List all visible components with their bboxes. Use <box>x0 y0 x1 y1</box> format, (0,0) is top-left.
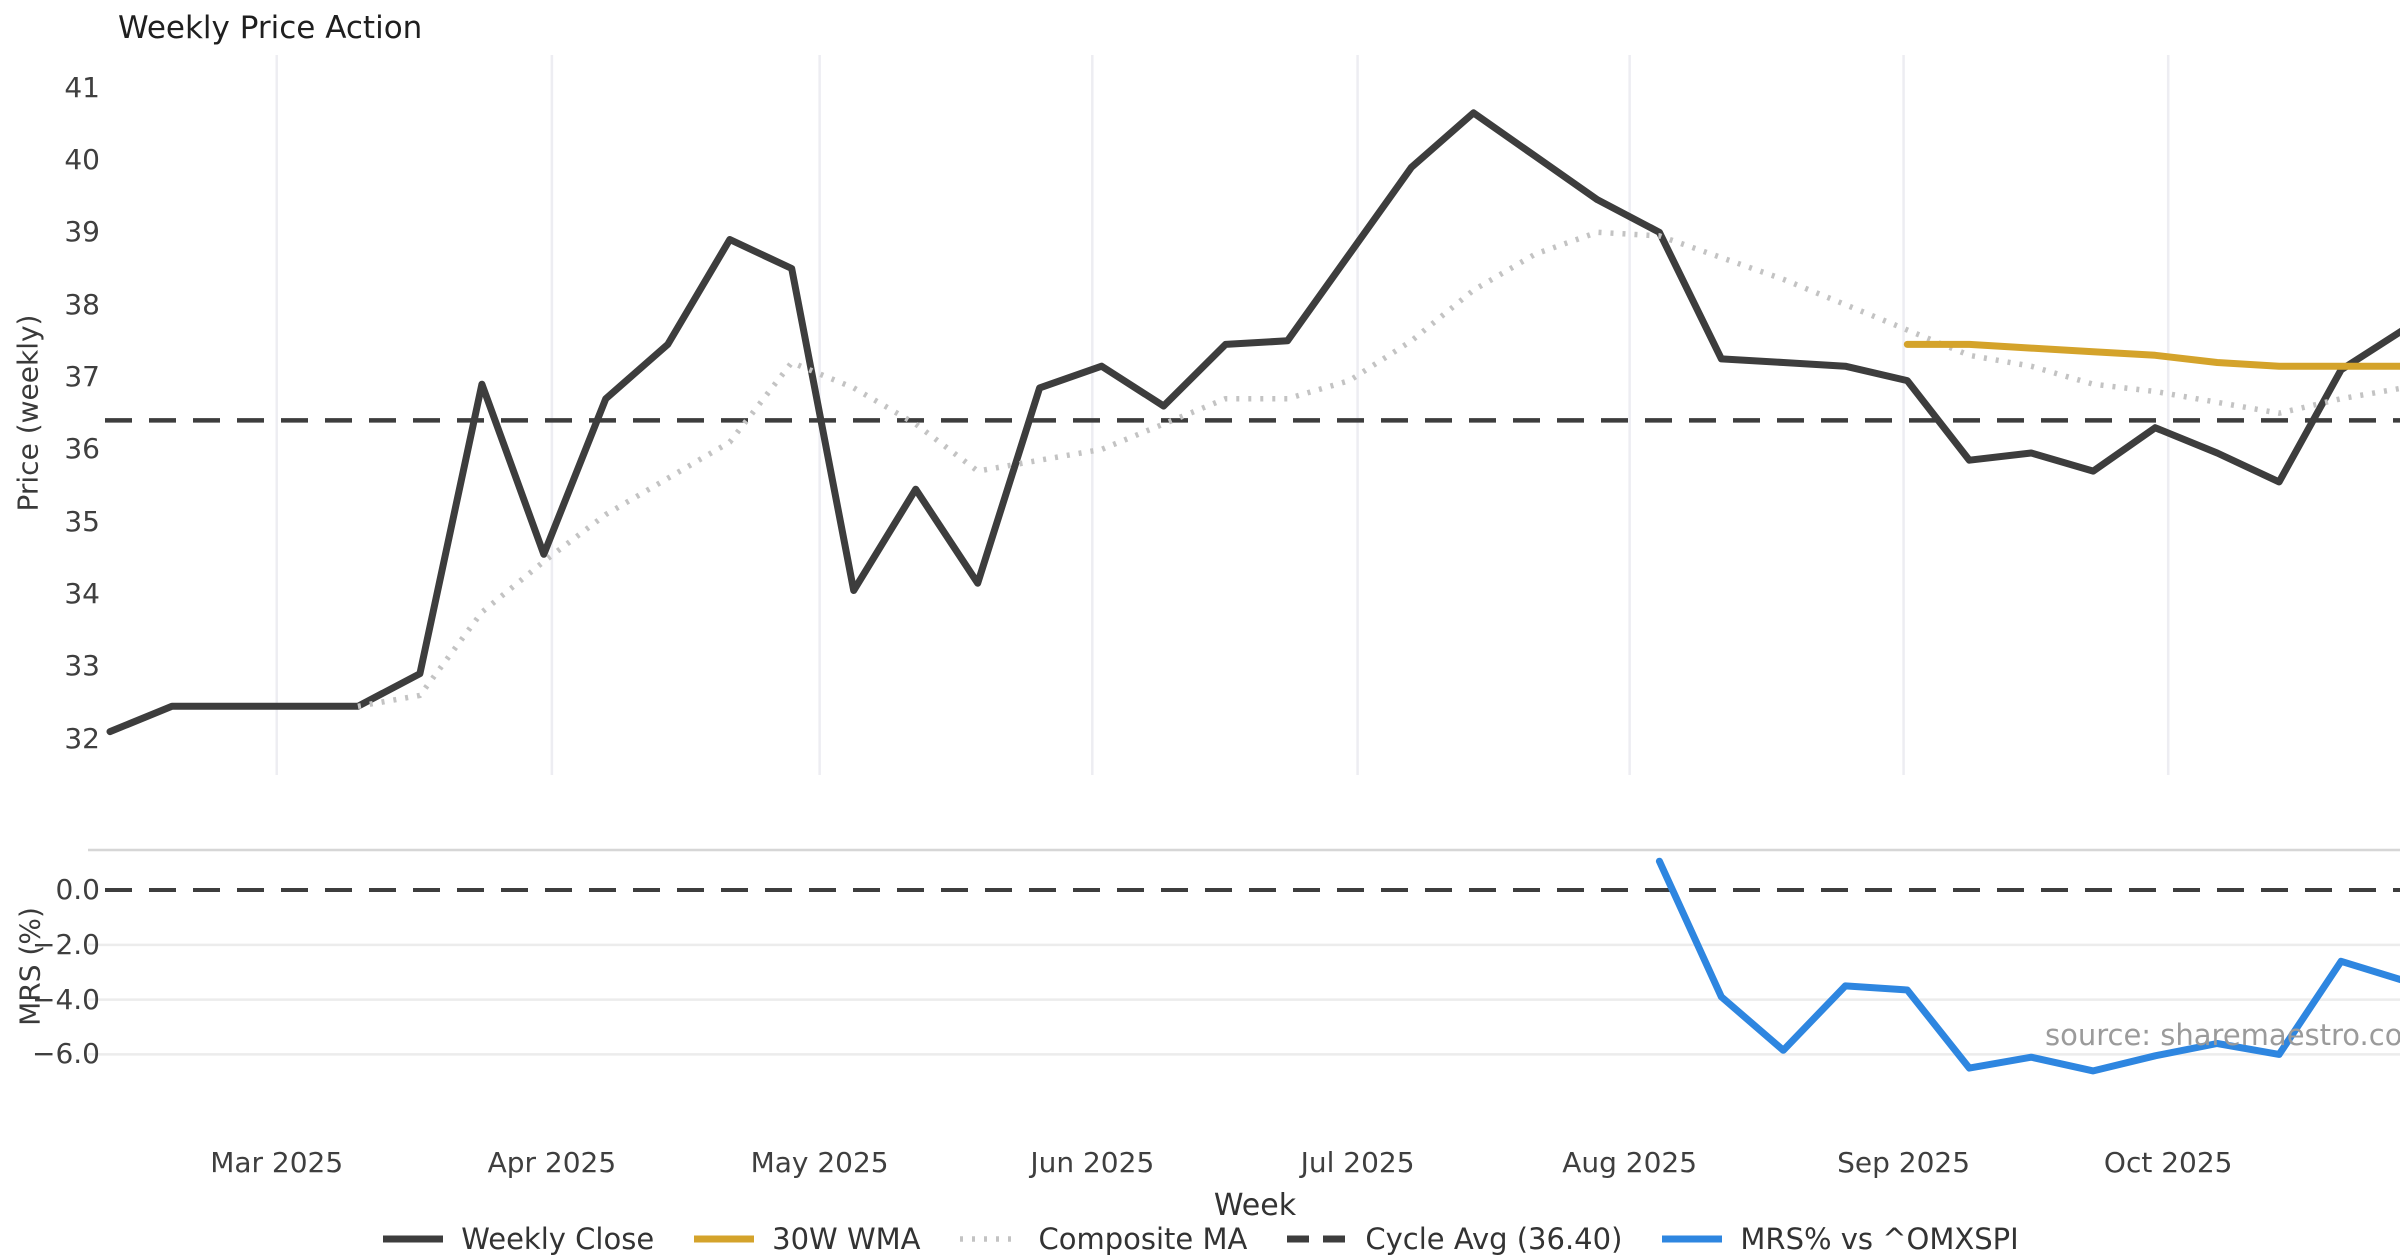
x-tick-label: Aug 2025 <box>1562 1146 1698 1179</box>
legend-label-cycle-avg: Cycle Avg (36.40) <box>1365 1222 1623 1256</box>
mrs-y-tick-label: −6.0 <box>32 1037 100 1071</box>
legend-label-weekly-close: Weekly Close <box>461 1222 655 1256</box>
price-y-tick-label: 37 <box>64 360 100 393</box>
legend-label-mrs-line: MRS% vs ^OMXSPI <box>1740 1222 2019 1256</box>
price-axis-label: Price (weekly) <box>11 314 45 512</box>
source-watermark: source: sharemaestro.com <box>2045 1018 2400 1052</box>
x-tick-label: May 2025 <box>750 1146 889 1179</box>
legend-label-composite-ma: Composite MA <box>1038 1222 1248 1256</box>
x-tick-label: Apr 2025 <box>487 1146 617 1179</box>
legend-swatch-cycle-avg <box>1287 1235 1348 1243</box>
mrs-y-tick-label: −4.0 <box>32 982 100 1016</box>
legend-item-wma-30w[interactable]: 30W WMA <box>692 1222 920 1256</box>
mrs-y-tick-label: 0.0 <box>55 873 100 906</box>
weekly-close-line <box>106 109 2400 736</box>
x-tick-label: Jun 2025 <box>1030 1146 1155 1179</box>
mrs-line-line <box>1655 857 2400 1075</box>
price-y-tick-label: 32 <box>64 721 100 755</box>
legend-item-mrs-line[interactable]: MRS% vs ^OMXSPI <box>1660 1222 2019 1256</box>
price-y-tick-label: 33 <box>64 649 100 683</box>
x-tick-label: Oct 2025 <box>2103 1146 2233 1179</box>
x-tick-label: Mar 2025 <box>210 1146 344 1179</box>
x-tick-label: Jul 2025 <box>1300 1146 1415 1179</box>
legend-item-weekly-close[interactable]: Weekly Close <box>381 1222 654 1256</box>
price-y-tick-label: 34 <box>64 577 100 611</box>
price-y-tick-label: 40 <box>64 142 100 176</box>
legend-swatch-mrs-line <box>1662 1235 1723 1243</box>
mrs-y-tick-label: −2.0 <box>32 927 100 961</box>
legend-swatch-weekly-close <box>383 1235 444 1243</box>
price-y-tick-label: 36 <box>64 432 100 466</box>
price-y-tick-label: 39 <box>64 215 100 249</box>
legend-item-composite-ma[interactable]: Composite MA <box>958 1222 1247 1256</box>
legend-swatch-wma-30w <box>694 1235 755 1243</box>
price-y-tick-label: 35 <box>64 504 100 538</box>
x-axis-label: Week <box>1213 1188 1297 1223</box>
legend-label-wma-30w: 30W WMA <box>772 1222 921 1256</box>
legend-swatch-composite-ma <box>960 1236 1021 1242</box>
legend: Weekly Close 30W WMA Composite MA Cycle Avg… <box>0 1222 2400 1256</box>
composite-ma-line <box>357 229 2400 710</box>
legend-item-cycle-avg[interactable]: Cycle Avg (36.40) <box>1285 1222 1622 1256</box>
wma-30w-line <box>1903 340 2400 370</box>
x-tick-label: Sep 2025 <box>1837 1146 1971 1179</box>
price-y-tick-label: 38 <box>64 287 100 321</box>
price-y-tick-label: 41 <box>64 70 100 104</box>
chart-title: Weekly Price Action <box>118 10 423 46</box>
